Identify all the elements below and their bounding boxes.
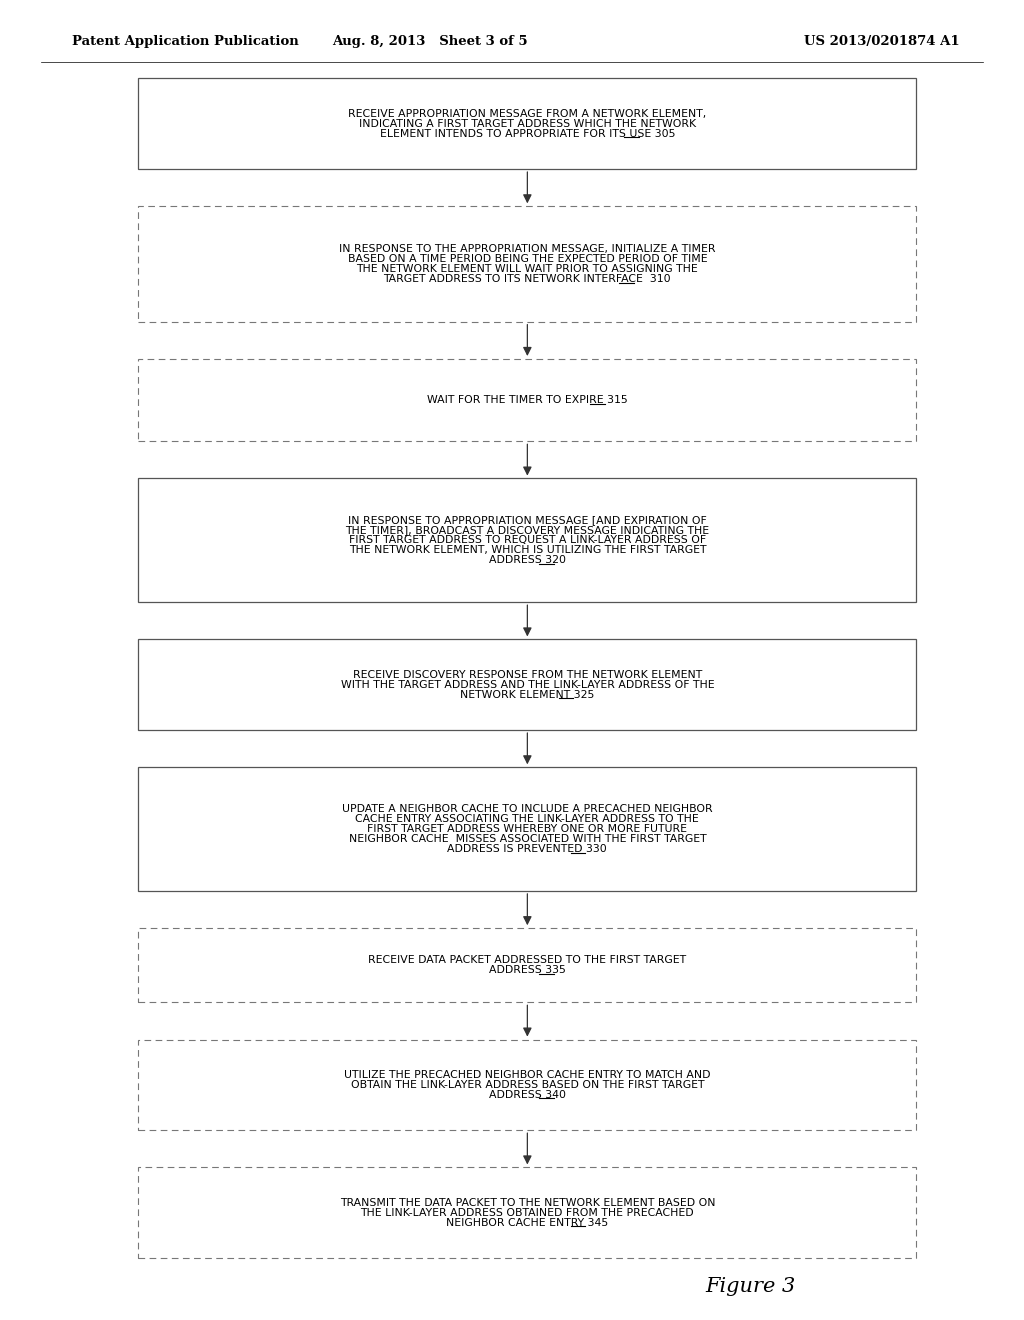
Text: NEIGHBOR CACHE ENTRY 345: NEIGHBOR CACHE ENTRY 345 (446, 1218, 608, 1228)
Text: TRANSMIT THE DATA PACKET TO THE NETWORK ELEMENT BASED ON: TRANSMIT THE DATA PACKET TO THE NETWORK … (340, 1197, 715, 1208)
Text: IN RESPONSE TO APPROPRIATION MESSAGE [AND EXPIRATION OF: IN RESPONSE TO APPROPRIATION MESSAGE [AN… (348, 515, 707, 525)
Text: OBTAIN THE LINK-LAYER ADDRESS BASED ON THE FIRST TARGET: OBTAIN THE LINK-LAYER ADDRESS BASED ON T… (350, 1080, 705, 1090)
Text: ELEMENT INTENDS TO APPROPRIATE FOR ITS USE 305: ELEMENT INTENDS TO APPROPRIATE FOR ITS U… (380, 129, 675, 139)
Text: UTILIZE THE PRECACHED NEIGHBOR CACHE ENTRY TO MATCH AND: UTILIZE THE PRECACHED NEIGHBOR CACHE ENT… (344, 1071, 711, 1080)
Text: NEIGHBOR CACHE  MISSES ASSOCIATED WITH THE FIRST TARGET: NEIGHBOR CACHE MISSES ASSOCIATED WITH TH… (348, 834, 707, 843)
Text: THE NETWORK ELEMENT WILL WAIT PRIOR TO ASSIGNING THE: THE NETWORK ELEMENT WILL WAIT PRIOR TO A… (356, 264, 698, 275)
Text: THE NETWORK ELEMENT, WHICH IS UTILIZING THE FIRST TARGET: THE NETWORK ELEMENT, WHICH IS UTILIZING … (348, 545, 707, 556)
Text: IN RESPONSE TO THE APPROPRIATION MESSAGE, INITIALIZE A TIMER: IN RESPONSE TO THE APPROPRIATION MESSAGE… (339, 244, 716, 253)
Text: WAIT FOR THE TIMER TO EXPIRE 315: WAIT FOR THE TIMER TO EXPIRE 315 (427, 395, 628, 405)
Text: Patent Application Publication: Patent Application Publication (72, 34, 299, 48)
Text: NETWORK ELEMENT 325: NETWORK ELEMENT 325 (460, 690, 595, 700)
Text: ADDRESS 340: ADDRESS 340 (488, 1090, 566, 1100)
Text: ADDRESS 320: ADDRESS 320 (488, 556, 566, 565)
Text: FIRST TARGET ADDRESS WHEREBY ONE OR MORE FUTURE: FIRST TARGET ADDRESS WHEREBY ONE OR MORE… (368, 824, 687, 834)
Bar (138, 928, 916, 1002)
Text: THE TIMER], BROADCAST A DISCOVERY MESSAGE INDICATING THE: THE TIMER], BROADCAST A DISCOVERY MESSAG… (345, 525, 710, 536)
Bar (138, 1167, 916, 1258)
Text: CACHE ENTRY ASSOCIATING THE LINK-LAYER ADDRESS TO THE: CACHE ENTRY ASSOCIATING THE LINK-LAYER A… (355, 814, 699, 824)
Text: Aug. 8, 2013   Sheet 3 of 5: Aug. 8, 2013 Sheet 3 of 5 (332, 34, 527, 48)
Bar (138, 478, 916, 602)
Text: ADDRESS 335: ADDRESS 335 (488, 965, 566, 975)
Text: ADDRESS IS PREVENTED 330: ADDRESS IS PREVENTED 330 (447, 843, 607, 854)
Text: Figure 3: Figure 3 (705, 1278, 795, 1296)
Bar (138, 359, 916, 441)
Bar (138, 206, 916, 322)
Text: US 2013/0201874 A1: US 2013/0201874 A1 (805, 34, 961, 48)
Text: THE LINK-LAYER ADDRESS OBTAINED FROM THE PRECACHED: THE LINK-LAYER ADDRESS OBTAINED FROM THE… (360, 1208, 694, 1218)
Text: FIRST TARGET ADDRESS TO REQUEST A LINK-LAYER ADDRESS OF: FIRST TARGET ADDRESS TO REQUEST A LINK-L… (349, 536, 706, 545)
Text: TARGET ADDRESS TO ITS NETWORK INTERFACE  310: TARGET ADDRESS TO ITS NETWORK INTERFACE … (384, 275, 671, 284)
Text: RECEIVE DATA PACKET ADDRESSED TO THE FIRST TARGET: RECEIVE DATA PACKET ADDRESSED TO THE FIR… (369, 956, 686, 965)
Text: UPDATE A NEIGHBOR CACHE TO INCLUDE A PRECACHED NEIGHBOR: UPDATE A NEIGHBOR CACHE TO INCLUDE A PRE… (342, 804, 713, 814)
Text: WITH THE TARGET ADDRESS AND THE LINK-LAYER ADDRESS OF THE: WITH THE TARGET ADDRESS AND THE LINK-LAY… (341, 680, 714, 690)
Text: BASED ON A TIME PERIOD BEING THE EXPECTED PERIOD OF TIME: BASED ON A TIME PERIOD BEING THE EXPECTE… (347, 253, 708, 264)
Text: RECEIVE DISCOVERY RESPONSE FROM THE NETWORK ELEMENT: RECEIVE DISCOVERY RESPONSE FROM THE NETW… (352, 669, 702, 680)
Text: INDICATING A FIRST TARGET ADDRESS WHICH THE NETWORK: INDICATING A FIRST TARGET ADDRESS WHICH … (358, 119, 696, 129)
Bar (138, 1040, 916, 1130)
Text: RECEIVE APPROPRIATION MESSAGE FROM A NETWORK ELEMENT,: RECEIVE APPROPRIATION MESSAGE FROM A NET… (348, 108, 707, 119)
Bar (138, 639, 916, 730)
Bar (138, 767, 916, 891)
Bar (138, 78, 916, 169)
